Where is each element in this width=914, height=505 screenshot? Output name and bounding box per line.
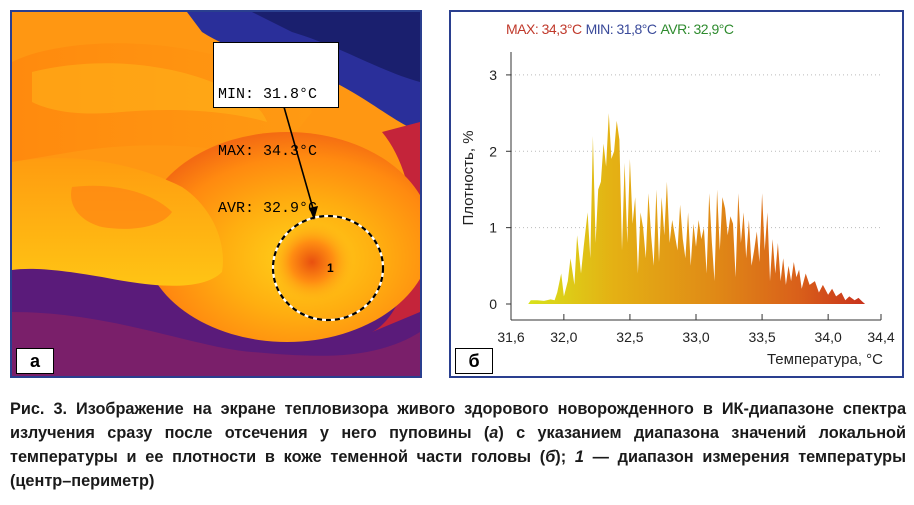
readout-min: MIN: 31.8°C: [218, 86, 318, 103]
x-tick-label: 33,0: [682, 329, 709, 345]
region-marker: 1: [327, 261, 334, 275]
x-tick-label: 34,4: [867, 329, 894, 345]
readout-avr: AVR: 32.9°C: [218, 200, 318, 217]
stats-legend: MAX: 34,3°C MIN: 31,8°C AVR: 32,9°C: [506, 21, 737, 37]
y-tick-label: 0: [489, 296, 497, 312]
x-tick-label: 33,5: [748, 329, 775, 345]
x-tick-label: 31,6: [497, 329, 524, 345]
x-ticks: 31,6 32,0 32,5 33,0 33,5 34,0 34,4: [497, 314, 895, 345]
x-tick-label: 34,0: [815, 329, 842, 345]
y-tick-label: 2: [489, 143, 497, 159]
caption-ref-b: б: [545, 448, 556, 466]
y-axis-label: Плотность, %: [460, 130, 477, 225]
caption-text-3: );: [555, 448, 575, 466]
caption-text-4: — диапазон измерения температуры (центр–…: [10, 448, 907, 490]
x-axis-label: Температура, °C: [767, 351, 883, 368]
temperature-readout: MIN: 31.8°C MAX: 34.3°C AVR: 32.9°C: [213, 42, 339, 217]
x-tick-label: 32,5: [616, 329, 643, 345]
density-area: [528, 113, 866, 304]
y-tick-label: 3: [489, 67, 497, 83]
y-ticks: 0 1 2 3: [489, 67, 511, 312]
arrow-head: [309, 206, 318, 220]
x-tick-label: 32,0: [550, 329, 577, 345]
caption-text-2: ) с указанием диапазона значений локальн…: [10, 424, 906, 466]
figure-label: Рис. 3.: [10, 400, 68, 418]
legend-avr: AVR: 32,9°C: [660, 21, 734, 37]
caption-ref-1: 1: [574, 448, 584, 466]
legend-min: MIN: 31,8°C: [585, 21, 657, 37]
density-histogram: 0 1 2 3 31,6 32,0 32,5 33,0 33,5 34,0 34,4 Плотно…: [460, 52, 895, 368]
readout-max: MAX: 34.3°C: [218, 143, 318, 160]
thermal-image-panel: 1 MIN: 31.8°C MAX: 34.3°C AVR: 32.9°C а: [10, 10, 422, 378]
pointer-arrow: [281, 99, 315, 213]
figure-caption: Рис. 3. Изображение на экране тепловизор…: [10, 397, 906, 493]
legend-max: MAX: 34,3°C: [506, 21, 582, 37]
measurement-circle-dashes: [271, 214, 385, 322]
histogram-panel: MAX: 34,3°C MIN: 31,8°C AVR: 32,9°C 0 1 2 3 3…: [449, 10, 904, 378]
caption-ref-a: а: [489, 424, 499, 442]
y-tick-label: 1: [489, 220, 497, 236]
grid-lines: [511, 74, 881, 229]
panel-b-letter: б: [455, 348, 493, 374]
panel-a-letter: а: [16, 348, 54, 374]
caption-text-1: Изображение на экране тепловизора живого…: [10, 400, 906, 442]
